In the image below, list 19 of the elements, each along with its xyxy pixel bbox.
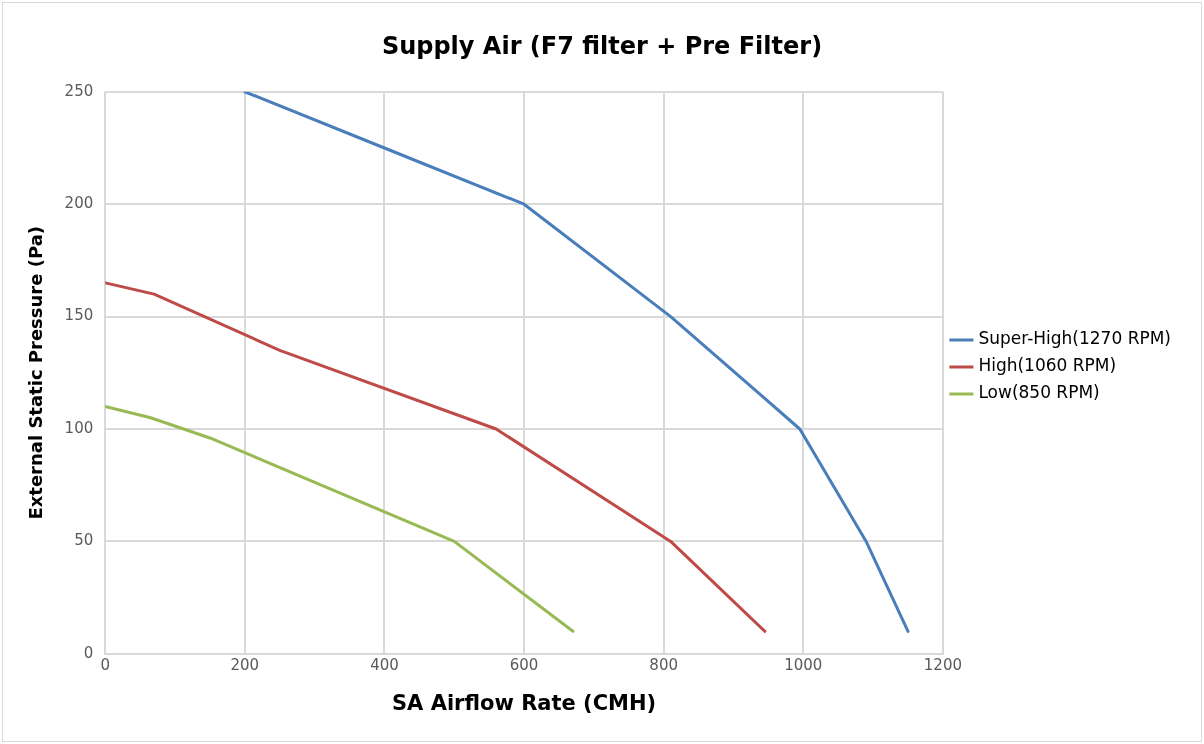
y-tick-label: 50	[74, 531, 94, 550]
y-axis-title: External Static Pressure (Pa)	[25, 226, 47, 520]
y-tick-label: 250	[64, 81, 94, 100]
x-tick-label: 1000	[784, 655, 823, 674]
x-tick-label: 200	[230, 655, 260, 674]
x-tick-label: 1200	[923, 655, 963, 674]
x-axis-title: SA Airflow Rate (CMH)	[391, 690, 657, 715]
legend-label: High(1060 RPM)	[978, 355, 1117, 376]
legend-label: Super-High(1270 RPM)	[978, 328, 1172, 349]
y-tick-label: 150	[64, 306, 94, 325]
x-tick-label: 400	[370, 655, 399, 674]
legend-label: Low(850 RPM)	[978, 382, 1100, 403]
y-tick-label: 0	[83, 643, 94, 662]
y-tick-label: 100	[64, 418, 94, 437]
chart-title: Supply Air (F7 filter + Pre Filter)	[381, 31, 823, 60]
x-tick-label: 800	[649, 655, 679, 674]
x-tick-label: 600	[509, 655, 539, 674]
y-tick-label: 200	[64, 194, 94, 213]
x-tick-label: 0	[100, 655, 110, 674]
